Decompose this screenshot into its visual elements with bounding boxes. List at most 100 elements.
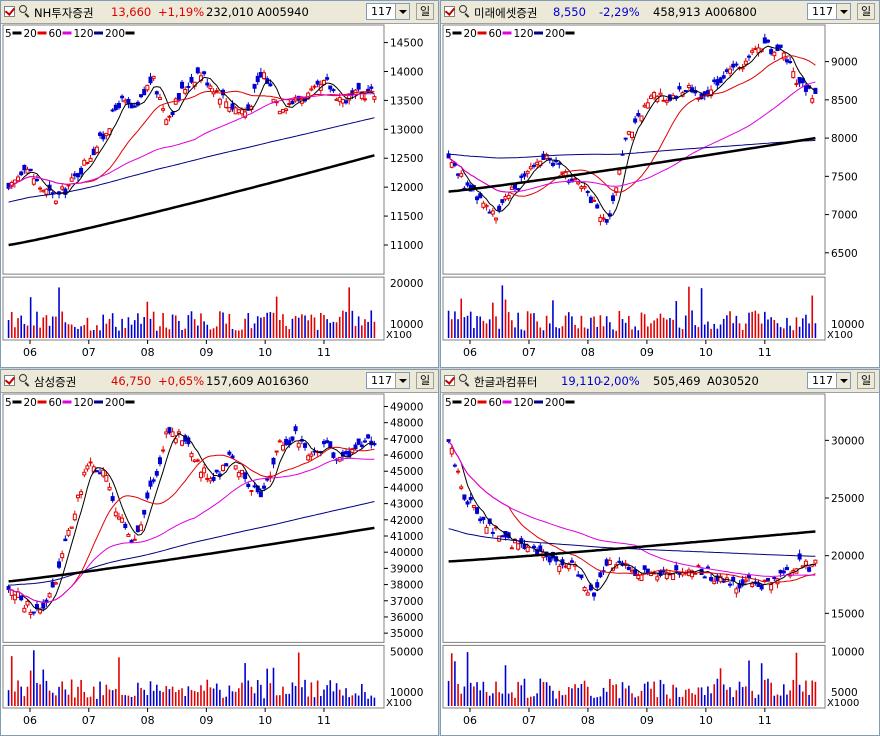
candle-body	[325, 77, 330, 80]
search-icon[interactable]	[459, 374, 467, 382]
search-icon[interactable]	[19, 374, 27, 382]
volume-bars	[447, 285, 817, 338]
candle-body	[648, 95, 653, 100]
candle-body	[328, 85, 333, 90]
price-tick-label: 45000	[390, 466, 423, 478]
period-count-select[interactable]: 117	[807, 3, 851, 20]
candle-body	[481, 516, 486, 521]
candle-body	[227, 107, 232, 112]
stock-chart: 9000 8500 8000 7500 7000 6500 5 20 60 120 200 10000…	[442, 24, 864, 359]
stock-name: 미래에셋증권	[474, 6, 538, 20]
candle-body	[164, 119, 169, 125]
candle-body	[277, 440, 282, 443]
candle-body	[344, 100, 349, 104]
price-tick-label: 43000	[390, 499, 423, 511]
candle-body	[359, 92, 364, 99]
candle-body	[359, 444, 364, 447]
ma60-line	[448, 81, 816, 193]
checkbox-icon[interactable]	[444, 375, 455, 386]
candle-body	[592, 199, 597, 202]
candle-body	[731, 576, 736, 582]
ma200-line	[8, 526, 375, 583]
candle-body	[205, 82, 210, 86]
volume-tick-label: 20000	[390, 278, 423, 290]
chart-panel-A030520[interactable]: 한글과컴퓨터 19,110 -2,00% 505,469 A030520 117 일 3000…	[440, 369, 880, 736]
legend-label: 120	[514, 28, 534, 40]
candle-body	[91, 148, 96, 156]
candle-body	[702, 576, 707, 579]
candle-body	[769, 584, 774, 591]
candle-body	[494, 217, 499, 221]
price-tick-label: 15000	[831, 608, 864, 620]
stock-code: A005940	[257, 5, 309, 19]
chart-panel-A006800[interactable]: 미래에셋증권 8,550 -2,29% 458,913 A006800 117 일 9000 8…	[440, 0, 880, 368]
month-label: 06	[23, 346, 37, 359]
candle-body	[50, 581, 55, 588]
month-label: 09	[640, 346, 654, 359]
chevron-down-icon[interactable]	[395, 4, 409, 19]
legend-label: 60	[49, 28, 62, 40]
candle-body	[60, 186, 65, 190]
candle-body	[280, 109, 285, 113]
candle-body	[759, 584, 764, 590]
candle-body	[337, 97, 342, 102]
candle-body	[328, 441, 333, 448]
candle-body	[658, 92, 663, 96]
volume-tick-label: 50000	[390, 646, 423, 658]
candle-body	[239, 109, 244, 115]
legend-label: 5	[5, 28, 12, 40]
price-tick-label: 47000	[390, 434, 423, 446]
panel-header: 삼성증권 46,750 +0,65% 157,609 A016360 117 일	[1, 370, 438, 393]
candle-body	[230, 103, 235, 110]
period-unit-button[interactable]: 일	[857, 3, 875, 20]
candle-body	[484, 526, 489, 534]
candle-body	[362, 98, 367, 101]
month-label: 11	[317, 714, 331, 727]
candle-body	[810, 98, 815, 103]
chart-panel-A016360[interactable]: 삼성증권 46,750 +0,65% 157,609 A016360 117 일 49000 4…	[0, 369, 439, 736]
candle-body	[277, 110, 282, 115]
candle-body	[705, 566, 710, 569]
chart-panel-A005940[interactable]: NH투자증권 13,660 +1,19% 232,010 A005940 117 일 1450…	[0, 0, 439, 368]
candle-body	[519, 175, 524, 178]
legend-label: 200	[105, 397, 125, 409]
candle-body	[531, 545, 536, 549]
search-icon[interactable]	[459, 5, 467, 13]
candle-body	[490, 210, 495, 215]
checkbox-icon[interactable]	[444, 6, 455, 17]
candle-body	[224, 463, 229, 467]
price-tick-label: 41000	[390, 531, 423, 543]
period-count-select[interactable]: 117	[366, 372, 410, 389]
candle-body	[331, 89, 336, 92]
candle-body	[449, 447, 454, 455]
candle-body	[728, 68, 733, 74]
period-unit-button[interactable]: 일	[416, 372, 434, 389]
chevron-down-icon[interactable]	[395, 373, 409, 388]
checkbox-icon[interactable]	[4, 6, 15, 17]
candle-body	[31, 178, 36, 185]
ma20-line	[448, 441, 816, 584]
candle-body	[372, 443, 377, 446]
candle-body	[459, 173, 464, 177]
candle-body	[803, 85, 808, 92]
month-label: 10	[258, 346, 272, 359]
candle-body	[53, 582, 58, 585]
period-unit-button[interactable]: 일	[857, 372, 875, 389]
chevron-down-icon[interactable]	[836, 373, 850, 388]
candle-body	[743, 60, 748, 65]
candle-body	[509, 186, 514, 190]
candle-body	[721, 75, 726, 79]
month-label: 06	[463, 346, 477, 359]
period-unit-button[interactable]: 일	[416, 3, 434, 20]
ma60-line	[8, 93, 375, 189]
checkbox-icon[interactable]	[4, 375, 15, 386]
stock-chart: 30000 25000 20000 15000 5 20 60 120 200 10000 5000…	[442, 393, 864, 727]
chevron-down-icon[interactable]	[836, 4, 850, 19]
candle-body	[69, 177, 74, 182]
search-icon[interactable]	[19, 5, 27, 13]
period-count-select[interactable]: 117	[366, 3, 410, 20]
ma120-line	[8, 501, 375, 586]
period-count-select[interactable]: 117	[807, 372, 851, 389]
candle-body	[671, 573, 676, 581]
candle-body	[611, 195, 616, 202]
